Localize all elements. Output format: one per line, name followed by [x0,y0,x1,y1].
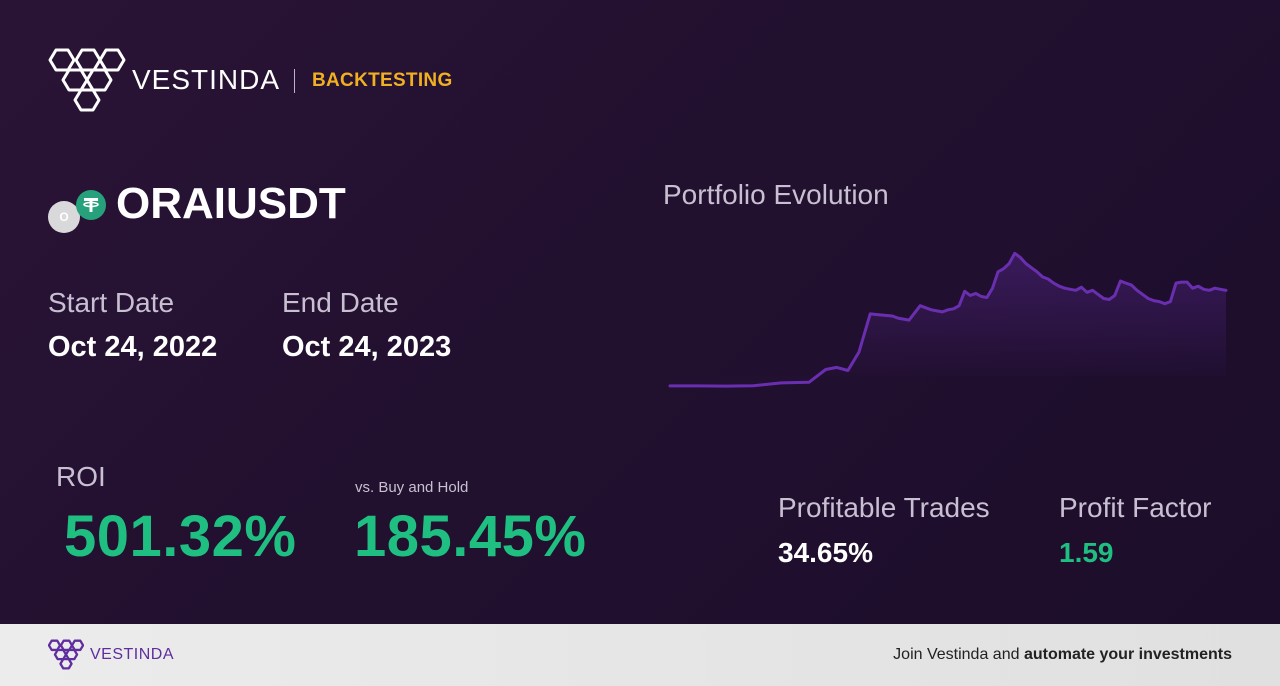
roi-label: ROI [56,461,106,492]
footer-cta-strong: automate your investments [1023,646,1232,663]
hexagon-cluster-logo-icon [48,48,126,112]
backtest-card: VESTINDA BACKTESTING O ORAIUSDT Start Da… [0,0,1280,624]
vs-buy-hold-value: 185.45% [354,504,587,569]
brand-name: VESTINDA [132,64,281,95]
tether-coin-icon [76,190,106,220]
section-tag: BACKTESTING [312,70,453,91]
profit-factor-value: 1.59 [1059,537,1114,568]
profit-factor-label: Profit Factor [1059,492,1212,523]
brand-divider [294,69,295,93]
roi-value: 501.32% [64,504,297,569]
footer-cta-prefix: Join Vestinda and [893,646,1024,663]
trading-pair: ORAIUSDT [116,179,346,228]
portfolio-line [668,251,1228,388]
end-date-value: Oct 24, 2023 [282,331,452,363]
vs-buy-hold-label: vs. Buy and Hold [355,479,469,496]
footer-cta[interactable]: Join Vestinda and automate your investme… [893,645,1232,665]
portfolio-evolution-chart [668,251,1228,388]
end-date-label: End Date [282,287,399,318]
orai-coin-icon: O [48,201,80,233]
portfolio-area [670,253,1226,387]
hexagon-cluster-logo-icon[interactable] [48,639,84,671]
profitable-trades-label: Profitable Trades [778,492,990,523]
start-date-label: Start Date [48,287,175,318]
footer-bar: VESTINDA Join Vestinda and automate your… [0,624,1280,686]
profitable-trades-value: 34.65% [778,537,873,568]
chart-title: Portfolio Evolution [663,179,889,210]
start-date-value: Oct 24, 2022 [48,331,218,363]
footer-brand-name[interactable]: VESTINDA [90,646,175,663]
